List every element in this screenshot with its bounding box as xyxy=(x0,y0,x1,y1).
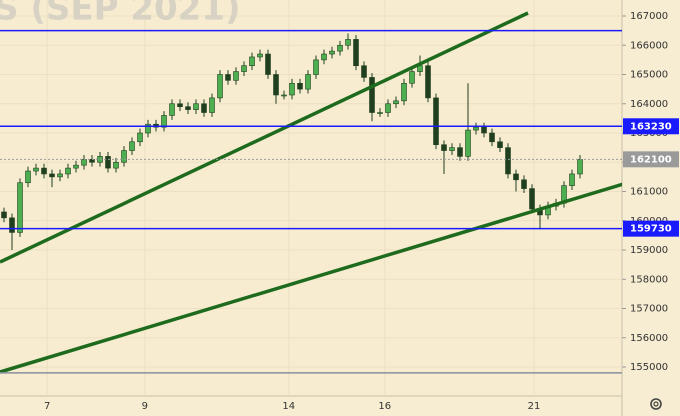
candle-body xyxy=(529,188,535,210)
candle-body xyxy=(369,77,375,113)
candle-body xyxy=(481,126,487,134)
y-tick-label: 161000 xyxy=(630,187,668,198)
candle-body xyxy=(329,50,335,55)
candle-body xyxy=(161,115,167,128)
candle-body xyxy=(401,82,407,102)
candle-body xyxy=(425,65,431,99)
price-tag xyxy=(623,151,679,168)
watermark: S (SEP 2021) xyxy=(0,0,241,29)
candle-body xyxy=(393,100,399,105)
candle-body xyxy=(353,39,359,67)
candle-body xyxy=(9,217,15,233)
candle-body xyxy=(337,44,343,52)
candle-body xyxy=(281,94,287,97)
x-tick-label: 14 xyxy=(282,401,295,412)
candle-body xyxy=(73,164,79,169)
candle-body xyxy=(225,74,231,81)
candle-body xyxy=(313,59,319,75)
x-tick-label: 21 xyxy=(528,401,541,412)
candle-body xyxy=(25,170,31,184)
candle-body xyxy=(217,74,223,99)
candle-body xyxy=(41,167,47,175)
price-tag-label: 162100 xyxy=(630,154,672,165)
candle-body xyxy=(33,167,39,172)
price-tag xyxy=(623,118,679,135)
candle-body xyxy=(113,161,119,169)
y-tick-label: 156000 xyxy=(630,333,668,344)
candle-body xyxy=(569,173,575,186)
candle-body xyxy=(257,53,263,58)
candle-body xyxy=(385,103,391,113)
candle-body xyxy=(449,147,455,151)
y-tick-label: 165000 xyxy=(630,70,668,81)
candle-body xyxy=(249,56,255,67)
candle-body xyxy=(265,53,271,75)
price-tag-label: 159730 xyxy=(630,224,672,235)
candle-body xyxy=(273,74,279,96)
candle-body xyxy=(321,53,327,61)
candle-body xyxy=(177,103,183,107)
candle-body xyxy=(513,173,519,181)
trendline xyxy=(0,182,622,374)
candle-body xyxy=(169,103,175,116)
y-tick-label: 158000 xyxy=(630,274,668,285)
settings-icon[interactable] xyxy=(650,398,662,410)
candle-body xyxy=(193,103,199,110)
candle-body xyxy=(121,150,127,163)
y-tick-label: 159000 xyxy=(630,245,668,256)
plot-bg xyxy=(0,0,622,396)
candle-body xyxy=(65,167,71,175)
candle-body xyxy=(377,112,383,114)
y-tick-label: 167000 xyxy=(630,11,668,22)
candle-body xyxy=(137,132,143,143)
candle-body xyxy=(81,159,87,166)
candle-body xyxy=(105,156,111,169)
candle-body xyxy=(289,82,295,96)
y-tick-label: 166000 xyxy=(630,40,668,51)
candle-body xyxy=(145,123,151,134)
x-tick-label: 16 xyxy=(378,401,391,412)
candle-body xyxy=(457,147,463,157)
candle-body xyxy=(433,97,439,146)
candle-body xyxy=(241,65,247,72)
y-tick-label: 155000 xyxy=(630,362,668,373)
price-tag-label: 163230 xyxy=(630,121,672,132)
candle-body xyxy=(233,71,239,81)
candle-body xyxy=(497,141,503,148)
candle-body xyxy=(49,173,55,178)
y-tick-label: 157000 xyxy=(630,304,668,315)
candle-body xyxy=(305,74,311,90)
candle-body xyxy=(57,173,63,178)
candle-body xyxy=(17,182,23,233)
x-tick-label: 9 xyxy=(142,401,148,412)
candle-body xyxy=(209,97,215,113)
candle-body xyxy=(1,211,7,219)
candle-body xyxy=(465,129,471,157)
plot xyxy=(0,0,622,396)
candle-body xyxy=(473,126,479,131)
candle-body xyxy=(409,71,415,84)
price-tag xyxy=(623,220,679,237)
candle-body xyxy=(345,39,351,46)
candle-body xyxy=(201,103,207,113)
candle-body xyxy=(129,141,135,151)
candle-body xyxy=(441,144,447,151)
candle-body xyxy=(185,106,191,110)
candle-body xyxy=(505,147,511,175)
candle-body xyxy=(521,179,527,189)
candle-body xyxy=(361,65,367,78)
x-tick-label: 7 xyxy=(44,401,50,412)
candle-body xyxy=(577,159,583,175)
trendline xyxy=(0,11,529,264)
candle-body xyxy=(297,82,303,90)
y-tick-label: 164000 xyxy=(630,99,668,110)
candle-body xyxy=(489,132,495,143)
